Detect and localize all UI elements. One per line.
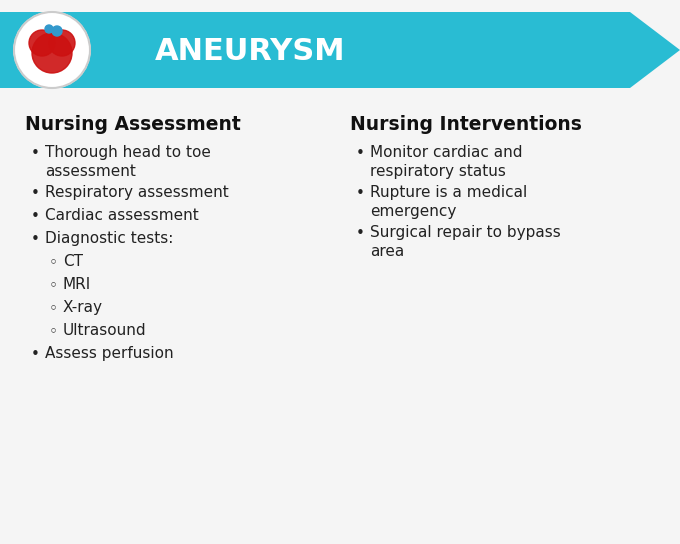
Text: Surgical repair to bypass
area: Surgical repair to bypass area (370, 225, 561, 259)
Text: Monitor cardiac and
respiratory status: Monitor cardiac and respiratory status (370, 145, 522, 179)
Text: MRI: MRI (63, 277, 91, 292)
Text: Ultrasound: Ultrasound (63, 323, 147, 338)
Text: Rupture is a medical
emergency: Rupture is a medical emergency (370, 185, 527, 219)
Circle shape (32, 33, 72, 73)
Circle shape (49, 30, 75, 56)
Text: Diagnostic tests:: Diagnostic tests: (45, 231, 173, 246)
Text: •: • (31, 347, 40, 362)
Circle shape (52, 26, 62, 36)
Text: Nursing Interventions: Nursing Interventions (350, 115, 582, 134)
Text: ANEURYSM: ANEURYSM (155, 36, 345, 65)
Polygon shape (0, 12, 680, 88)
Text: •: • (31, 232, 40, 247)
Text: •: • (31, 186, 40, 201)
Text: ◦: ◦ (49, 255, 58, 270)
Text: •: • (31, 146, 40, 161)
Text: X-ray: X-ray (63, 300, 103, 315)
Text: Respiratory assessment: Respiratory assessment (45, 185, 228, 200)
Text: •: • (356, 186, 365, 201)
Text: Nursing Assessment: Nursing Assessment (25, 115, 241, 134)
Text: Thorough head to toe
assessment: Thorough head to toe assessment (45, 145, 211, 179)
Circle shape (14, 12, 90, 88)
Text: Assess perfusion: Assess perfusion (45, 346, 173, 361)
Text: ◦: ◦ (49, 278, 58, 293)
Text: ◦: ◦ (49, 301, 58, 316)
Text: •: • (356, 226, 365, 241)
Circle shape (29, 30, 55, 56)
Text: CT: CT (63, 254, 83, 269)
Circle shape (45, 25, 53, 33)
Text: ◦: ◦ (49, 324, 58, 339)
Text: •: • (356, 146, 365, 161)
Text: Cardiac assessment: Cardiac assessment (45, 208, 199, 223)
Text: •: • (31, 209, 40, 224)
